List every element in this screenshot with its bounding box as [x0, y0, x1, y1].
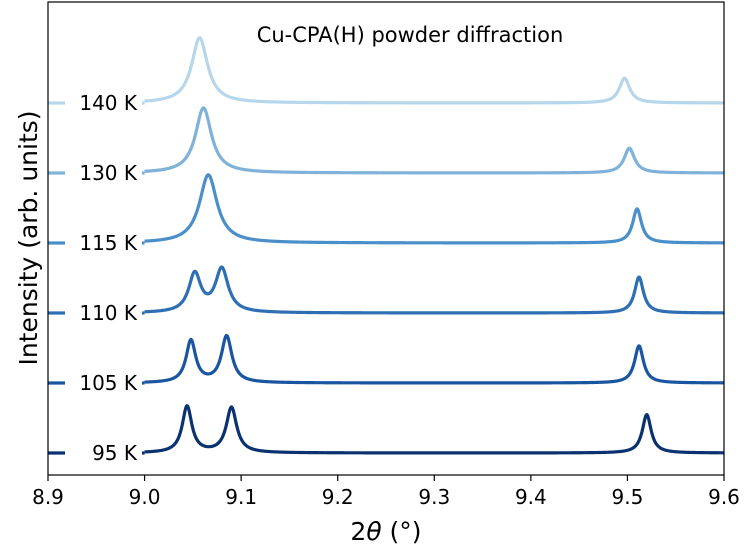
- x-tick-label: 9.4: [515, 485, 547, 509]
- series-line: [143, 404, 725, 455]
- x-tick-label: 9.6: [708, 485, 740, 509]
- series-label: 95 K: [92, 441, 138, 465]
- x-tick-label: 9.1: [225, 485, 257, 509]
- series-label: 105 K: [79, 371, 138, 395]
- x-tick-label: 9.5: [612, 485, 644, 509]
- series-label: 115 K: [79, 231, 138, 255]
- series-line: [143, 173, 725, 245]
- series-curves: [48, 36, 725, 455]
- plot-frame: [47, 1, 725, 476]
- series-line: [143, 106, 725, 175]
- series-label: 110 K: [79, 301, 138, 325]
- series-label: 130 K: [79, 161, 138, 185]
- x-tick-label: 8.9: [32, 485, 64, 509]
- series-label: 140 K: [79, 91, 138, 115]
- series-line: [143, 333, 725, 385]
- x-tick-label: 9.0: [129, 485, 161, 509]
- x-axis-label: 2θ (°): [350, 517, 421, 546]
- x-tick-label: 9.2: [322, 485, 354, 509]
- series-line: [143, 36, 725, 105]
- chart-title: Cu-CPA(H) powder diffraction: [257, 23, 564, 47]
- y-axis-label: Intensity (arb. units): [14, 110, 43, 365]
- series-line: [143, 265, 725, 315]
- x-tick-label: 9.3: [418, 485, 450, 509]
- series-labels: 95 K 105 K 110 K 115 K 130 K 140 K: [79, 91, 138, 465]
- x-axis-ticks: 8.9 9.0 9.1 9.2 9.3 9.4 9.5 9.6: [32, 475, 740, 509]
